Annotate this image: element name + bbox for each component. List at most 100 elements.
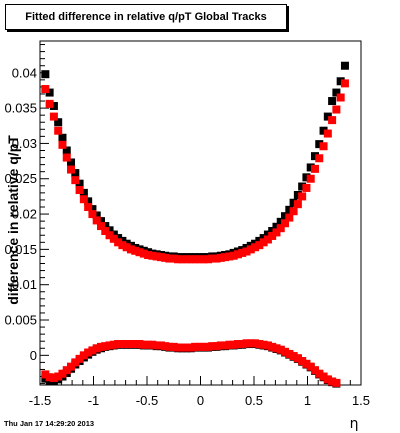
data-point <box>101 222 110 231</box>
data-point <box>298 356 307 365</box>
data-point <box>289 207 298 216</box>
y-tick-label: 0.02 <box>12 207 37 222</box>
data-point <box>75 179 84 188</box>
data-point <box>84 197 93 206</box>
data-point <box>71 358 80 367</box>
data-point <box>302 183 311 192</box>
data-point <box>246 245 255 254</box>
data-point <box>71 169 80 178</box>
data-point <box>186 255 195 264</box>
data-point <box>315 369 324 378</box>
data-point <box>281 219 290 228</box>
y-axis-label: difference in relative q/pT <box>5 135 21 305</box>
data-point <box>263 235 272 244</box>
data-point <box>225 252 234 261</box>
data-point <box>289 352 298 361</box>
data-point <box>315 154 324 163</box>
data-point <box>293 354 302 363</box>
x-tick-labels: -1.5 -1 -0.5 0 0.5 1 1.5 <box>29 393 370 408</box>
data-point <box>54 118 63 127</box>
data-point <box>298 182 307 191</box>
data-point <box>340 79 349 88</box>
data-point <box>58 140 67 149</box>
data-point <box>79 351 88 360</box>
data-point <box>208 254 217 263</box>
data-point <box>79 188 88 197</box>
data-point <box>310 152 319 161</box>
x-tick-label: 1.5 <box>352 393 370 408</box>
y-tick-label: 0.01 <box>12 277 37 292</box>
axis-ticks <box>39 44 362 385</box>
data-point <box>340 61 349 70</box>
data-point <box>118 236 127 245</box>
data-point <box>195 342 204 351</box>
data-point <box>306 174 315 183</box>
data-point <box>131 340 140 349</box>
data-point <box>272 228 281 237</box>
data-point <box>178 343 187 352</box>
data-point <box>41 374 50 383</box>
data-point <box>328 377 337 386</box>
data-point <box>336 77 345 86</box>
data-point <box>109 234 118 243</box>
data-point <box>332 105 341 114</box>
data-point <box>259 340 268 349</box>
data-point <box>101 342 110 351</box>
data-point <box>75 354 84 363</box>
data-point <box>238 340 247 349</box>
data-point <box>58 369 67 378</box>
data-point <box>41 70 50 79</box>
data-point <box>152 341 161 350</box>
footer-date: Thu Jan 17 14:29:20 2013 <box>4 419 95 428</box>
data-point <box>41 370 50 379</box>
data-point <box>255 236 264 245</box>
data-point <box>281 347 290 356</box>
data-point <box>233 250 242 259</box>
data-point <box>242 339 251 348</box>
data-point <box>148 251 157 260</box>
data-point <box>182 343 191 352</box>
data-point <box>139 340 148 349</box>
data-point <box>229 251 238 260</box>
data-point <box>45 373 54 382</box>
data-point <box>118 340 127 349</box>
data-point <box>178 255 187 264</box>
data-point <box>67 158 76 167</box>
data-point <box>255 241 264 250</box>
data-point <box>276 224 285 233</box>
data-point <box>122 340 131 349</box>
data-point <box>208 342 217 351</box>
data-point <box>332 378 341 387</box>
data-point <box>221 341 230 350</box>
data-point <box>289 198 298 207</box>
data-point <box>67 165 76 174</box>
data-point <box>101 227 110 236</box>
data-point <box>298 192 307 201</box>
data-point <box>109 230 118 239</box>
data-point <box>49 101 58 110</box>
data-point <box>62 366 71 375</box>
data-point <box>336 93 345 102</box>
data-point <box>45 99 54 108</box>
data-point <box>144 340 153 349</box>
x-tick-label: 0 <box>197 393 204 408</box>
data-point <box>96 342 105 351</box>
data-point <box>221 253 230 262</box>
data-point <box>263 230 272 239</box>
data-point <box>203 255 212 264</box>
data-point <box>285 205 294 214</box>
data-point <box>96 222 105 231</box>
data-point <box>45 88 54 97</box>
data-point <box>259 238 268 247</box>
x-tick-label: -0.5 <box>136 393 158 408</box>
data-point <box>152 252 161 261</box>
data-point <box>323 129 332 138</box>
data-point <box>174 343 183 352</box>
data-point <box>263 341 272 350</box>
data-point <box>148 340 157 349</box>
data-point <box>156 341 165 350</box>
data-point <box>165 254 174 263</box>
data-point <box>306 163 315 172</box>
data-point <box>169 254 178 263</box>
data-point <box>67 362 76 371</box>
